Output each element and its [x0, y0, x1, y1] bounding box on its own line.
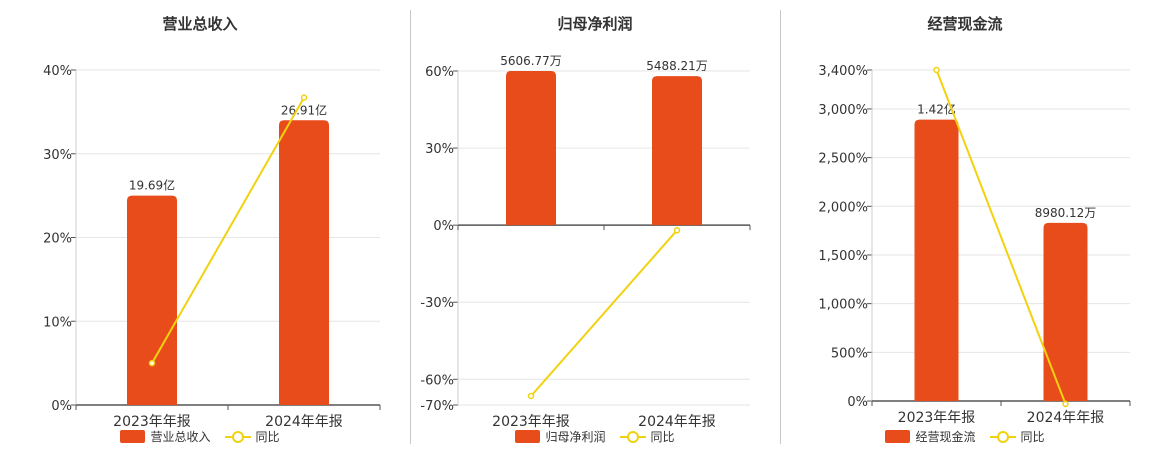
legend-item-bar[interactable]: 归母净利润	[515, 428, 606, 445]
yoy-point	[527, 392, 535, 400]
cash-flow-chart-panel: 经营现金流 0% 500% 1,000% 1,500% 2,000% 2,500% 3,00…	[780, 0, 1150, 450]
x-tick-label: 2024年年报	[265, 414, 343, 430]
bar-data-label: 5606.77万	[500, 54, 562, 68]
yoy-line	[151, 97, 305, 364]
chart-title: 营业总收入	[162, 15, 238, 33]
y-tick-label: 20%	[43, 232, 72, 247]
yoy-line	[530, 229, 678, 397]
yoy-line	[935, 69, 1067, 405]
y-tick-label: 2,500%	[818, 152, 868, 167]
y-tick-label: 0%	[847, 395, 868, 410]
legend-item-bar[interactable]: 经营现金流	[885, 428, 976, 445]
legend-line-swatch	[224, 430, 251, 443]
legend-bar-label: 经营现金流	[915, 430, 976, 444]
y-tick-label: 3,000%	[818, 103, 868, 118]
y-tick-label: -60%	[420, 373, 454, 388]
y-tick-label: 10%	[43, 315, 72, 330]
bar-data-label: 8980.12万	[1035, 206, 1097, 220]
panel-divider	[410, 10, 411, 444]
revenue-chart-panel: 营业总收入 0% 10% 20% 30% 40% 19.69亿 2023年年报 26.91亿 2…	[0, 0, 400, 450]
bar-data-label: 1.42亿	[917, 102, 956, 117]
y-tick-label: 60%	[425, 65, 454, 80]
legend-line-label: 同比	[1020, 430, 1045, 444]
yoy-point	[300, 94, 308, 101]
legend-item-line[interactable]: 同比	[224, 428, 280, 445]
yoy-point	[673, 227, 681, 234]
x-tick-label: 2024年年报	[638, 414, 716, 430]
legend-bar-label: 归母净利润	[545, 430, 606, 444]
y-tick-label: 40%	[43, 64, 72, 79]
legend-item-line[interactable]: 同比	[619, 428, 675, 445]
y-tick-label: 2,000%	[818, 200, 868, 215]
bar	[506, 71, 556, 226]
y-tick-label: 30%	[425, 142, 454, 157]
y-tick-label: 3,400%	[818, 64, 868, 79]
legend-line-label: 同比	[650, 430, 675, 444]
chart-title: 归母净利润	[557, 15, 633, 33]
legend-line-swatch	[619, 430, 646, 443]
revenue-chart-svg: 0% 10% 20% 30% 40% 19.69亿 2023年年报 26.91亿 2024年年报	[43, 64, 381, 430]
bar-data-label: 5488.21万	[646, 59, 708, 73]
net-profit-chart-panel: 归母净利润 -70% -60% -30% 0% 30% 60% 5606.77万 2023年年…	[410, 0, 780, 450]
legend-bar-swatch	[120, 430, 146, 443]
x-tick-label: 2023年年报	[113, 414, 191, 430]
x-tick-label: 2023年年报	[898, 410, 976, 426]
bar	[652, 76, 702, 226]
legend-bar-swatch	[885, 430, 911, 443]
x-tick-label: 2023年年报	[492, 414, 570, 430]
panel-divider	[780, 10, 781, 444]
bar	[1043, 222, 1088, 401]
y-tick-label: 0%	[433, 219, 454, 234]
bar	[279, 120, 329, 405]
legend-bar-swatch	[515, 430, 541, 443]
y-tick-label: -70%	[420, 399, 454, 414]
bar-data-label: 26.91亿	[281, 102, 327, 117]
chart-legend: 归母净利润 同比	[410, 428, 780, 445]
yoy-point	[148, 359, 156, 367]
y-tick-label: 1,500%	[818, 249, 868, 264]
chart-title: 经营现金流	[927, 15, 1003, 33]
yoy-point	[933, 66, 940, 74]
bar	[914, 119, 959, 402]
legend-line-swatch	[989, 430, 1016, 443]
y-tick-label: 30%	[43, 148, 72, 163]
legend-item-bar[interactable]: 营业总收入	[120, 428, 211, 445]
chart-legend: 经营现金流 同比	[780, 428, 1150, 445]
y-tick-label: 1,000%	[818, 298, 868, 313]
net-profit-chart-svg: -70% -60% -30% 0% 30% 60% 5606.77万 2023年年报 5488.…	[420, 54, 751, 430]
chart-legend: 营业总收入 同比	[0, 428, 400, 445]
x-tick-label: 2024年年报	[1027, 410, 1105, 426]
legend-bar-label: 营业总收入	[150, 430, 211, 444]
cash-flow-chart-svg: 0% 500% 1,000% 1,500% 2,000% 2,500% 3,000% 3,40…	[818, 64, 1131, 426]
y-tick-label: 0%	[51, 399, 72, 414]
legend-item-line[interactable]: 同比	[989, 428, 1045, 445]
y-tick-label: 500%	[831, 346, 868, 361]
legend-line-label: 同比	[255, 430, 280, 444]
bar	[127, 195, 177, 405]
yoy-point	[1062, 400, 1069, 408]
bar-data-label: 19.69亿	[129, 178, 175, 193]
y-tick-label: -30%	[420, 296, 454, 311]
